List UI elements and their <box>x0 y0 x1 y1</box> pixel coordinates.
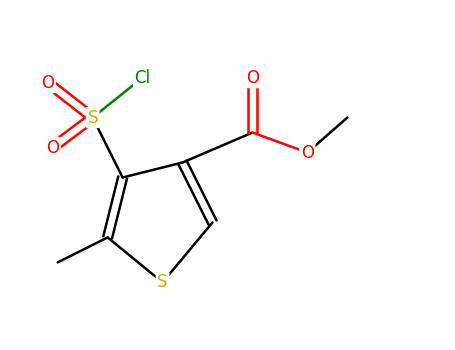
Text: Cl: Cl <box>135 69 151 86</box>
Text: O: O <box>46 139 59 156</box>
Text: S: S <box>87 108 98 127</box>
Text: O: O <box>301 144 314 162</box>
Text: S: S <box>157 273 168 291</box>
Text: O: O <box>246 69 259 86</box>
Text: O: O <box>41 74 54 92</box>
